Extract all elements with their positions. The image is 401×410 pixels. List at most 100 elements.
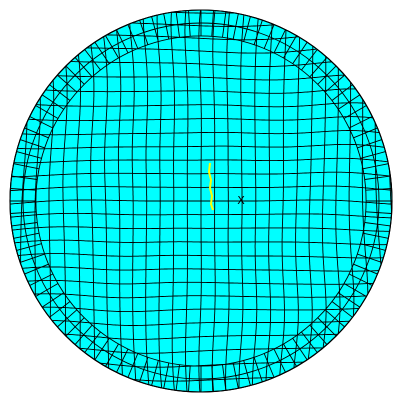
mesh-spoke [163, 13, 170, 40]
mesh-spoke [19, 139, 45, 149]
mesh-spoke [10, 188, 37, 191]
mesh-spoke [84, 331, 101, 353]
mesh-spoke [74, 57, 93, 78]
mesh-spoke [362, 232, 389, 239]
mesh-spoke [343, 283, 367, 297]
mesh-spoke [253, 357, 263, 383]
mesh-spoke [151, 16, 159, 42]
mesh-spoke [253, 19, 263, 45]
mesh-spoke [11, 175, 38, 180]
mesh-line [238, 10, 245, 392]
mesh-spoke [317, 65, 337, 85]
mesh-spoke [348, 116, 373, 129]
mesh-line [265, 10, 274, 392]
mesh-spoke [127, 24, 139, 49]
mesh-spoke [292, 338, 308, 361]
mesh-spoke [222, 11, 227, 38]
mesh-line [305, 10, 314, 392]
mesh-spoke [29, 273, 54, 286]
mesh-spoke [232, 362, 239, 389]
mesh-spoke [362, 163, 389, 170]
mesh-spoke [49, 301, 71, 318]
mesh-line [10, 239, 392, 246]
mesh-spoke [175, 364, 180, 391]
mesh-spoke [273, 29, 286, 54]
center-marker: X [237, 194, 245, 207]
mesh-spoke [19, 253, 45, 263]
mesh-spoke [331, 301, 353, 318]
mesh-line [10, 212, 392, 219]
mesh-spoke [283, 343, 297, 367]
mesh-spoke [65, 65, 85, 85]
mesh-spoke [116, 348, 129, 373]
mesh-spoke [41, 292, 64, 308]
mesh-spoke [348, 273, 373, 286]
mesh-spoke [94, 41, 110, 64]
mesh-spoke [263, 353, 275, 378]
mesh-spoke [24, 127, 49, 139]
mesh-spoke [94, 338, 110, 361]
mesh-line [10, 279, 392, 285]
mesh-spoke [338, 94, 361, 110]
mesh-line [10, 318, 392, 326]
mesh-spoke [139, 357, 149, 383]
mesh-spoke [309, 324, 328, 345]
mesh-spoke [263, 24, 275, 49]
mesh-spoke [324, 309, 345, 328]
mesh-spoke [331, 84, 353, 101]
mesh-spoke [243, 360, 251, 386]
mesh-spoke [324, 74, 345, 93]
mesh-spoke [243, 16, 251, 42]
mesh-spoke [35, 105, 59, 119]
mesh-spoke [74, 324, 93, 345]
mesh-spoke [360, 243, 386, 251]
mesh-spoke [16, 151, 42, 159]
mesh-spoke [105, 343, 119, 367]
mesh-spoke [211, 10, 214, 37]
mesh-spoke [364, 222, 391, 227]
mesh-spoke [292, 41, 308, 64]
mesh-spoke [151, 360, 159, 386]
mesh-spoke [301, 49, 318, 71]
mesh-spoke [232, 13, 239, 40]
mesh-line [225, 10, 231, 392]
mesh-spoke [84, 49, 101, 71]
mesh-grid [10, 10, 392, 392]
mesh-spoke [211, 365, 214, 392]
mesh-spoke [16, 243, 42, 251]
mesh-spoke [309, 57, 328, 78]
mesh-spoke [365, 211, 392, 214]
mesh-spoke [35, 283, 59, 297]
mesh-spoke [105, 35, 119, 59]
mesh-spoke [49, 84, 71, 101]
mesh-line [10, 332, 392, 340]
mesh-spoke [65, 317, 85, 337]
mesh-spoke [139, 19, 149, 45]
mesh-spoke [41, 94, 64, 110]
mesh-spoke [353, 263, 378, 275]
mesh-line [10, 199, 392, 205]
mesh-spoke [364, 175, 391, 180]
mesh-spoke [13, 232, 40, 239]
mesh-spoke [301, 331, 318, 353]
mesh-spoke [127, 353, 139, 378]
mesh-line [10, 253, 392, 259]
mesh-line [251, 10, 260, 392]
mesh-spoke [13, 163, 40, 170]
mesh-line [10, 293, 392, 299]
mesh-spoke [10, 211, 37, 214]
mesh-spoke [222, 364, 227, 391]
mesh-spoke [365, 188, 392, 191]
mesh-line [10, 266, 392, 272]
mesh-line [10, 305, 392, 313]
mesh-spoke [353, 127, 378, 139]
highlighted-edge[interactable] [207, 162, 214, 211]
mesh-line [278, 10, 287, 392]
mesh-spoke [24, 263, 49, 275]
mesh-spoke [317, 317, 337, 337]
mesh-spoke [116, 29, 129, 54]
mesh-spoke [188, 365, 191, 392]
mesh-spoke [273, 348, 286, 373]
